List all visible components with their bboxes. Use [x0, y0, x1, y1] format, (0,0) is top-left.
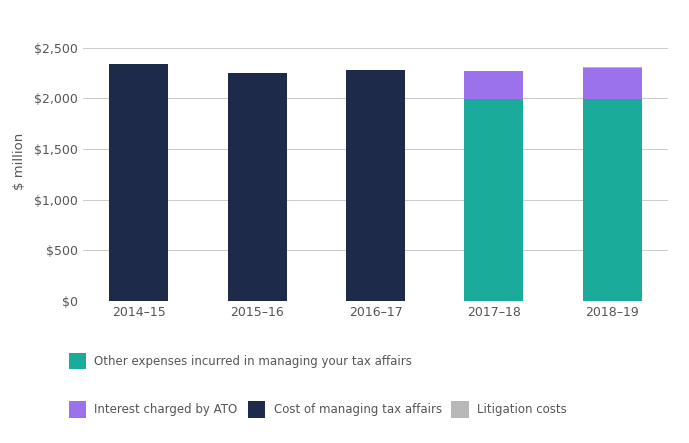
Text: Other expenses incurred in managing your tax affairs: Other expenses incurred in managing your… — [94, 354, 412, 368]
Text: Cost of managing tax affairs: Cost of managing tax affairs — [274, 403, 442, 416]
Y-axis label: $ million: $ million — [12, 133, 25, 190]
Text: Interest charged by ATO: Interest charged by ATO — [94, 403, 238, 416]
Bar — [583, 68, 641, 99]
Bar — [346, 70, 405, 301]
Bar — [583, 99, 641, 301]
Bar — [227, 73, 287, 301]
Bar — [110, 64, 168, 301]
Bar — [464, 71, 524, 99]
Text: Litigation costs: Litigation costs — [477, 403, 566, 416]
Bar — [583, 67, 641, 68]
Bar — [464, 99, 524, 301]
